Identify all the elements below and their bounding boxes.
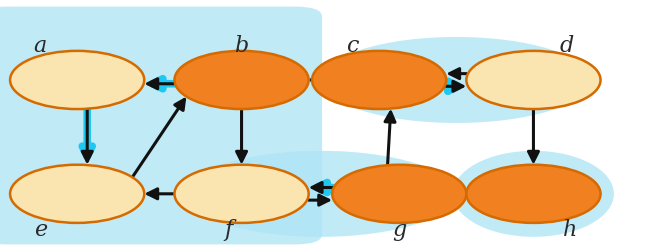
Text: g: g xyxy=(392,218,407,240)
FancyArrowPatch shape xyxy=(153,79,174,89)
FancyArrowPatch shape xyxy=(311,76,322,86)
Ellipse shape xyxy=(466,165,601,223)
Text: c: c xyxy=(346,35,358,56)
Ellipse shape xyxy=(312,52,446,110)
FancyArrowPatch shape xyxy=(450,69,466,79)
FancyArrowPatch shape xyxy=(446,82,458,92)
Ellipse shape xyxy=(10,52,144,110)
Text: f: f xyxy=(224,218,232,240)
FancyArrowPatch shape xyxy=(466,187,480,197)
Ellipse shape xyxy=(174,52,309,110)
FancyArrowPatch shape xyxy=(148,189,174,199)
FancyArrowPatch shape xyxy=(83,110,92,162)
FancyArrowPatch shape xyxy=(529,110,538,162)
Text: a: a xyxy=(34,35,47,56)
Text: d: d xyxy=(560,35,574,56)
FancyArrowPatch shape xyxy=(312,183,332,193)
FancyArrowPatch shape xyxy=(317,183,332,193)
Text: h: h xyxy=(563,218,578,240)
FancyArrowPatch shape xyxy=(309,195,329,205)
FancyArrowPatch shape xyxy=(237,110,246,162)
FancyArrowPatch shape xyxy=(148,79,174,89)
Text: b: b xyxy=(234,35,249,56)
Ellipse shape xyxy=(174,165,309,223)
Ellipse shape xyxy=(453,151,614,237)
FancyArrowPatch shape xyxy=(83,110,92,156)
FancyArrowPatch shape xyxy=(565,193,588,219)
Ellipse shape xyxy=(322,38,590,123)
Text: e: e xyxy=(34,218,47,240)
FancyBboxPatch shape xyxy=(0,8,322,244)
FancyArrowPatch shape xyxy=(446,82,463,92)
Ellipse shape xyxy=(187,151,455,237)
Ellipse shape xyxy=(466,52,601,110)
Ellipse shape xyxy=(332,165,466,223)
FancyArrowPatch shape xyxy=(132,100,185,178)
FancyArrowPatch shape xyxy=(385,113,395,166)
Ellipse shape xyxy=(10,165,144,223)
